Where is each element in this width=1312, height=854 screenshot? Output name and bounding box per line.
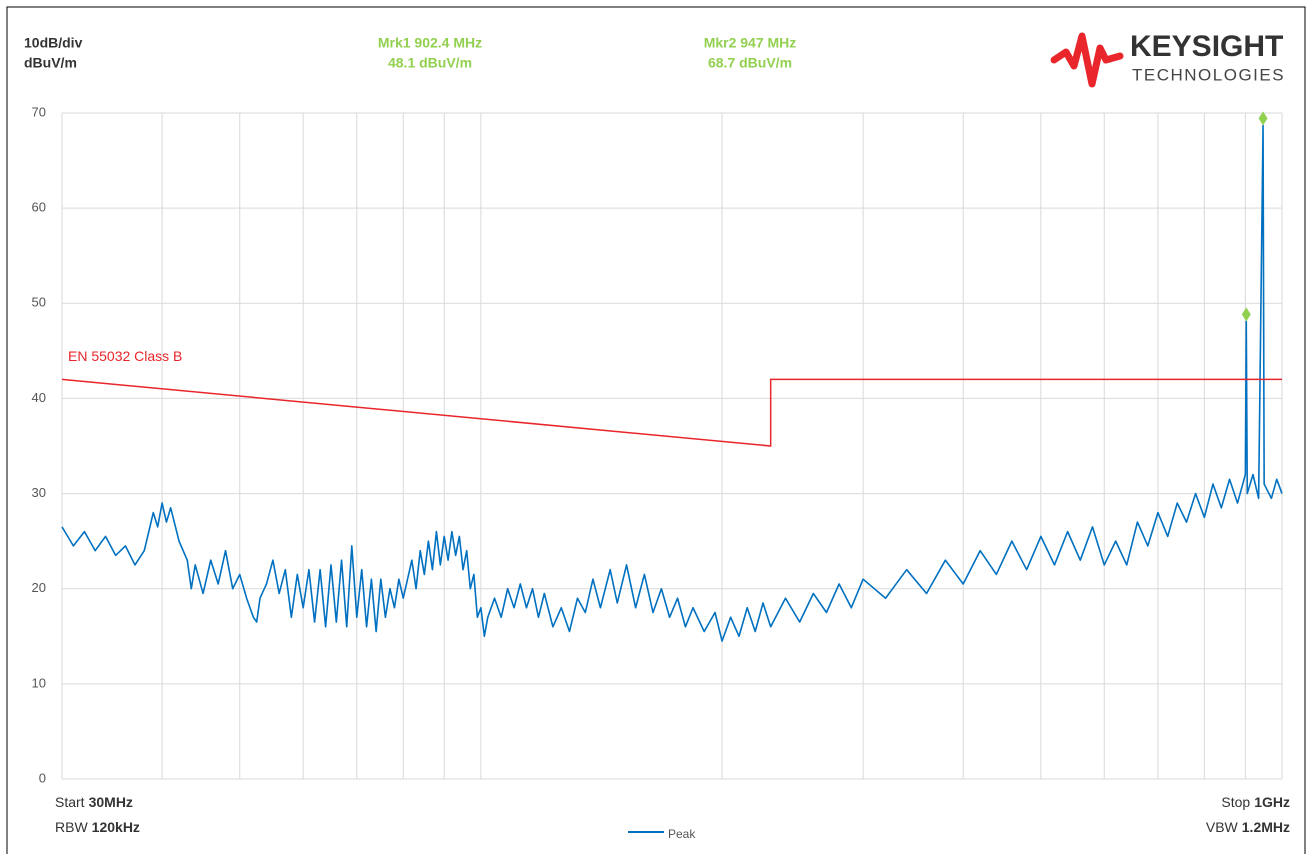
marker-value: 68.7 dBuV/m [708, 55, 792, 71]
start-value: 30MHz [89, 794, 133, 810]
rbw-key: RBW [55, 819, 88, 835]
start-key: Start [55, 794, 85, 810]
marker-value: 48.1 dBuV/m [388, 55, 472, 71]
rbw-value: 120kHz [92, 819, 140, 835]
limit-line [61, 378, 1282, 447]
frame [6, 6, 1306, 854]
y-tick-label: 50 [32, 295, 46, 310]
logo-sub: TECHNOLOGIES [1132, 65, 1285, 84]
y-tick-label: 60 [32, 200, 46, 215]
vbw-key: VBW [1206, 819, 1239, 835]
y-tick-label: 70 [32, 104, 46, 119]
rbw-label: RBW 120kHz [55, 819, 140, 835]
logo-wave [1050, 32, 1124, 88]
marker-label: Mrk1 902.4 MHz [378, 35, 482, 51]
y-tick-label: 0 [39, 770, 46, 785]
vbw-label: VBW 1.2MHz [1206, 819, 1290, 835]
y-tick-label: 10 [32, 675, 46, 690]
scale-label: 10dB/div [24, 35, 83, 51]
stop-key: Stop [1221, 794, 1250, 810]
trace [61, 124, 1283, 642]
legend-label: Peak [668, 827, 696, 841]
y-tick-label: 40 [32, 390, 46, 405]
limit-label: EN 55032 Class B [68, 348, 182, 364]
marker-diamond [1241, 307, 1251, 322]
start-label: Start 30MHz [55, 794, 133, 810]
logo-name: KEYSIGHT [1130, 30, 1283, 63]
marker-label: Mkr2 947 MHz [704, 35, 797, 51]
y-tick-label: 20 [32, 580, 46, 595]
stop-label: Stop 1GHz [1221, 794, 1290, 810]
marker-diamond [1258, 111, 1268, 126]
vbw-value: 1.2MHz [1242, 819, 1290, 835]
y-tick-label: 30 [32, 485, 46, 500]
unit-label: dBuV/m [24, 55, 77, 71]
stop-value: 1GHz [1254, 794, 1290, 810]
